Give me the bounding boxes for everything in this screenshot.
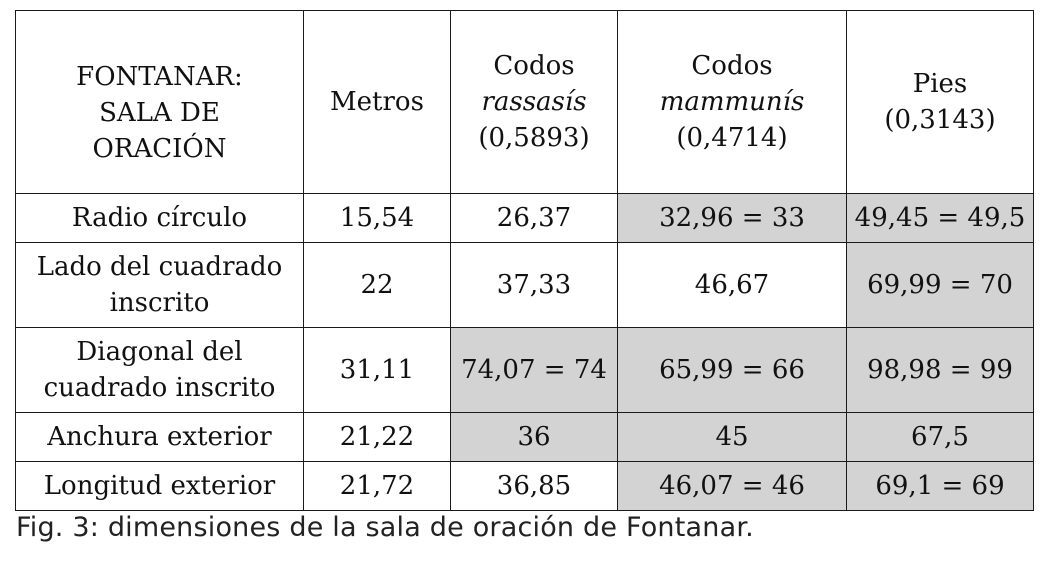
table-cell: 31,11 — [303, 327, 451, 413]
table-cell-highlighted: 69,99 = 70 — [846, 242, 1034, 328]
row-label: Diagonal del cuadrado inscrito — [15, 327, 304, 413]
column-header-codos-mammunis: Codos mammunís (0,4714) — [617, 10, 847, 194]
column-header-line: mammunís — [659, 87, 805, 117]
table-cell-highlighted: 32,96 = 33 — [617, 193, 847, 243]
row-label-line: cuadrado inscrito — [43, 373, 276, 403]
row-label-line: Lado del cuadrado — [36, 252, 283, 282]
table-cell-highlighted: 49,45 = 49,5 — [846, 193, 1034, 243]
table-cell-highlighted: 36 — [450, 412, 618, 462]
row-label: Longitud exterior — [15, 461, 304, 511]
column-header-line: (0,5893) — [478, 123, 590, 153]
table-cell: 21,22 — [303, 412, 451, 462]
table-cell-highlighted: 65,99 = 66 — [617, 327, 847, 413]
dimensions-table: FONTANAR: SALA DE ORACIÓN Metros Codos r… — [15, 10, 1034, 511]
column-header-line: Metros — [330, 87, 424, 117]
header-row: FONTANAR: SALA DE ORACIÓN Metros Codos r… — [15, 10, 1034, 194]
table-cell-highlighted: 67,5 — [846, 412, 1034, 462]
table-row: Lado del cuadrado inscrito 22 37,33 46,6… — [15, 242, 1034, 328]
table-cell: 37,33 — [450, 242, 618, 328]
table-cell: 22 — [303, 242, 451, 328]
table-cell-highlighted: 74,07 = 74 — [450, 327, 618, 413]
table-cell-highlighted: 98,98 = 99 — [846, 327, 1034, 413]
column-header-line: Codos — [493, 51, 575, 81]
table-cell: 15,54 — [303, 193, 451, 243]
column-header-line: Codos — [691, 51, 773, 81]
table-cell-highlighted: 69,1 = 69 — [846, 461, 1034, 511]
table-cell: 26,37 — [450, 193, 618, 243]
row-label-line: Diagonal del — [76, 337, 243, 367]
corner-header-line: ORACIÓN — [92, 134, 227, 164]
column-header-line: rassasís — [481, 87, 587, 117]
table-row: Anchura exterior 21,22 36 45 67,5 — [15, 412, 1034, 462]
column-header-line: Pies — [912, 69, 968, 99]
table-row: Diagonal del cuadrado inscrito 31,11 74,… — [15, 327, 1034, 413]
corner-header-line: FONTANAR: — [76, 62, 243, 92]
table-cell-highlighted: 45 — [617, 412, 847, 462]
corner-header-line: SALA DE — [99, 98, 220, 128]
row-label-line: Anchura exterior — [47, 422, 272, 452]
table-cell: 21,72 — [303, 461, 451, 511]
column-header-line: (0,4714) — [676, 123, 788, 153]
column-header-codos-rassasis: Codos rassasís (0,5893) — [450, 10, 618, 194]
column-header-line: (0,3143) — [884, 105, 996, 135]
table-row: Radio círculo 15,54 26,37 32,96 = 33 49,… — [15, 193, 1034, 243]
table-cell-highlighted: 46,07 = 46 — [617, 461, 847, 511]
row-label: Radio círculo — [15, 193, 304, 243]
row-label-line: Radio círculo — [71, 203, 248, 233]
table-cell: 36,85 — [450, 461, 618, 511]
row-label: Anchura exterior — [15, 412, 304, 462]
corner-header-cell: FONTANAR: SALA DE ORACIÓN — [15, 10, 304, 194]
row-label-line: Longitud exterior — [43, 471, 276, 501]
column-header-pies: Pies (0,3143) — [846, 10, 1034, 194]
column-header-metros: Metros — [303, 10, 451, 194]
table-row: Longitud exterior 21,72 36,85 46,07 = 46… — [15, 461, 1034, 511]
row-label: Lado del cuadrado inscrito — [15, 242, 304, 328]
row-label-line: inscrito — [109, 288, 210, 318]
table-cell: 46,67 — [617, 242, 847, 328]
figure-caption: Fig. 3: dimensiones de la sala de oració… — [16, 512, 754, 543]
